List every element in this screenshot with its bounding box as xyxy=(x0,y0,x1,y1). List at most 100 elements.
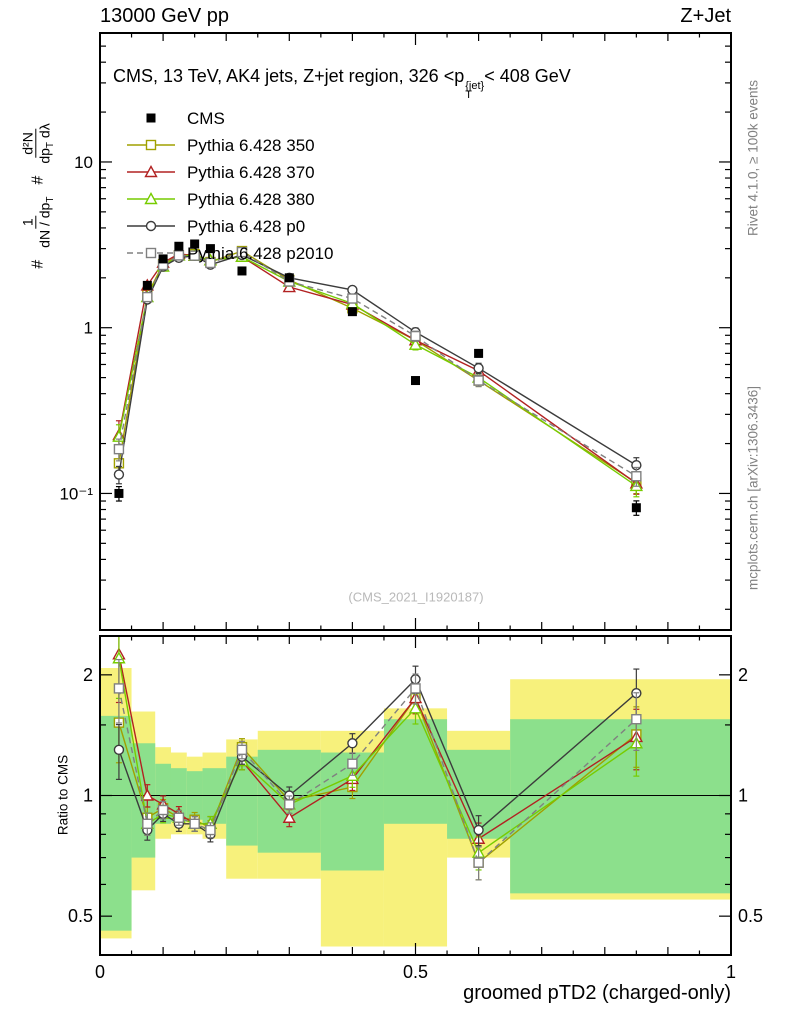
open-square-marker xyxy=(189,250,200,261)
open-circle-marker xyxy=(473,824,484,836)
tick-label: 1 xyxy=(83,786,93,806)
main-series xyxy=(112,239,644,516)
title-suffix: < 408 GeV xyxy=(484,66,571,86)
open-triangle-marker xyxy=(144,165,158,178)
tick-label: 0.5 xyxy=(68,906,93,926)
open-square-marker xyxy=(157,804,169,816)
series-pythia-6-428-350 xyxy=(113,245,642,495)
filled-square-marker xyxy=(347,307,357,317)
tick-label: CMS xyxy=(187,109,225,128)
series-pythia-6-428-p2010 xyxy=(113,246,642,487)
open-square-marker xyxy=(113,443,125,455)
filled-square-marker xyxy=(142,280,152,290)
tick-label: 2 xyxy=(738,665,748,685)
band-stat-uncertainty xyxy=(170,768,187,822)
open-square-marker xyxy=(347,293,358,304)
open-square-marker xyxy=(284,799,295,810)
tick-label: 1 xyxy=(726,962,736,982)
open-square-marker xyxy=(173,250,185,261)
legend-item-pythia-6-428-350: Pythia 6.428 350 xyxy=(127,136,315,155)
ratio-y-axis-label: Ratio to CMS xyxy=(55,754,71,836)
x-axis-label: groomed pTD2 (charged-only) xyxy=(463,982,731,1004)
filled-square-marker xyxy=(205,244,215,254)
filled-square-marker xyxy=(237,266,247,276)
series-line xyxy=(118,254,637,475)
tick-label: Pythia 6.428 350 xyxy=(187,136,315,155)
tick-label: Pythia 6.428 p2010 xyxy=(187,244,334,263)
filled-square-marker xyxy=(146,113,156,123)
open-square-marker xyxy=(173,812,185,823)
open-triangle-marker xyxy=(408,701,423,714)
tick-label: 10 xyxy=(74,153,93,172)
ylabel-hash-2: # xyxy=(28,175,46,185)
open-square-marker xyxy=(205,824,216,836)
tick-label: 2 xyxy=(83,665,93,685)
legend: CMS Pythia 6.428 350 Pythia 6.428 370 Pythi… xyxy=(127,109,334,263)
title-subscript: T xyxy=(465,89,472,101)
open-square-marker xyxy=(631,471,642,482)
filled-square-marker xyxy=(631,503,641,513)
open-square-marker xyxy=(189,818,200,829)
open-triangle-marker xyxy=(144,192,158,205)
filled-square-marker xyxy=(284,273,294,283)
tick-label: 1 xyxy=(738,786,748,806)
open-triangle-marker xyxy=(282,810,296,823)
series-pythia-6-428-370 xyxy=(112,246,644,495)
open-circle-marker xyxy=(347,284,358,296)
open-square-marker xyxy=(236,744,248,756)
series-line xyxy=(118,250,637,484)
title-prefix: CMS, 13 TeV, AK4 jets, Z+jet region, 326… xyxy=(113,66,465,86)
series-cms xyxy=(114,239,641,516)
filled-square-marker xyxy=(114,488,124,498)
series-line xyxy=(118,254,637,487)
filled-square-marker xyxy=(158,254,168,264)
open-square-marker xyxy=(236,246,248,258)
series-line xyxy=(118,251,637,477)
beam-energy-label: 13000 GeV pp xyxy=(100,5,229,27)
open-square-marker xyxy=(145,139,157,151)
tick-label: 0.5 xyxy=(403,962,428,982)
filled-square-marker xyxy=(474,348,484,358)
ylabel-fraction-1: 1 dN / dpT xyxy=(19,196,57,248)
tick-label: 0.5 xyxy=(738,906,763,926)
process-label: Z+Jet xyxy=(680,5,731,27)
main-y-axis-label: # 1 dN / dpT # d²N dpT dλ xyxy=(19,123,57,269)
open-square-marker xyxy=(142,291,153,303)
series-line xyxy=(118,253,637,484)
rivet-version-note: Rivet 4.1.0, ≥ 100k events xyxy=(745,80,761,236)
filled-square-marker xyxy=(411,376,420,386)
open-square-marker xyxy=(347,758,358,769)
ylabel-hash-1: # xyxy=(28,259,46,269)
band-stat-uncertainty xyxy=(383,719,448,824)
open-square-marker xyxy=(142,818,153,829)
legend-item-cms: CMS xyxy=(146,109,225,128)
tick-label: 0 xyxy=(95,962,105,982)
legend-item-pythia-6-428-p0: Pythia 6.428 p0 xyxy=(127,217,305,236)
open-square-marker xyxy=(145,247,157,259)
mcplots-attribution: mcplots.cern.ch [arXiv:1306.3436] xyxy=(745,385,761,591)
open-square-marker xyxy=(410,330,421,342)
open-triangle-marker xyxy=(140,788,155,801)
band-stat-uncertainty xyxy=(510,719,731,894)
tick-label: Pythia 6.428 380 xyxy=(187,190,315,209)
open-square-marker xyxy=(205,257,216,269)
ratio-series-pythia-6-428-p2010 xyxy=(113,658,642,881)
tick-label: Pythia 6.428 p0 xyxy=(187,217,305,236)
tick-label: Pythia 6.428 370 xyxy=(187,163,315,182)
tick-label: 10⁻¹ xyxy=(59,484,93,503)
legend-item-pythia-6-428-p2010: Pythia 6.428 p2010 xyxy=(127,244,334,263)
filled-square-marker xyxy=(190,239,200,249)
open-circle-marker xyxy=(113,744,125,756)
series-pythia-6-428-p0 xyxy=(113,249,642,485)
axes: 0 0.5 1 10 1 10⁻¹ 2 2 1 1 0.5 0.5 xyxy=(59,32,763,982)
series-pythia-6-428-380 xyxy=(112,248,644,498)
legend-item-pythia-6-428-370: Pythia 6.428 370 xyxy=(127,163,315,182)
open-circle-marker xyxy=(145,220,157,232)
open-square-marker xyxy=(473,857,484,868)
analysis-id-watermark: (CMS_2021_I1920187) xyxy=(348,589,484,605)
pt-jet-supsub: {jet} T xyxy=(465,80,485,101)
title-superscript: {jet} xyxy=(465,80,485,92)
tick-label: 1 xyxy=(84,319,93,338)
